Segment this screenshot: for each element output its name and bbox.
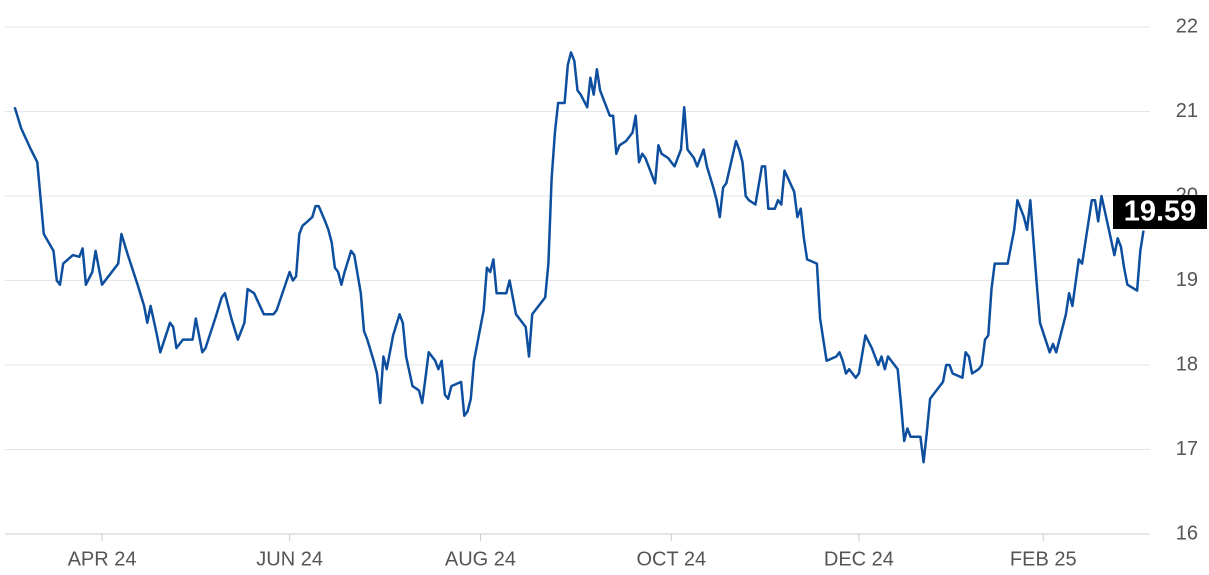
y-tick-label: 22 xyxy=(1176,15,1198,37)
x-tick-label: FEB 25 xyxy=(1010,548,1077,570)
x-tick-label: OCT 24 xyxy=(636,548,706,570)
y-tick-label: 21 xyxy=(1176,100,1198,122)
y-tick-label: 17 xyxy=(1176,438,1198,460)
x-tick-label: AUG 24 xyxy=(445,548,516,570)
y-tick-label: 19 xyxy=(1176,269,1198,291)
y-tick-label: 16 xyxy=(1176,522,1198,544)
last-price-box xyxy=(1113,195,1207,229)
x-tick-label: JUN 24 xyxy=(256,548,323,570)
x-tick-label: APR 24 xyxy=(68,548,137,570)
last-price: 19.59 xyxy=(1124,196,1197,228)
price-line xyxy=(13,51,1145,464)
y-tick-label: 18 xyxy=(1176,353,1198,375)
x-tick-label: DEC 24 xyxy=(824,548,894,570)
